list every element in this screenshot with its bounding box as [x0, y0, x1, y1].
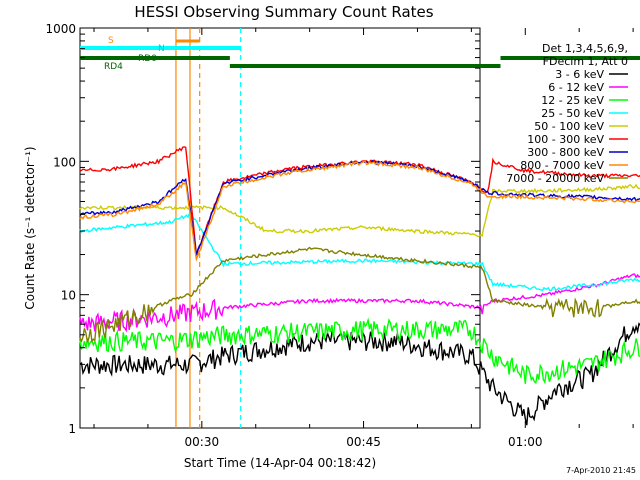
- series-line-8: [79, 246, 640, 344]
- series-line-6: [79, 159, 640, 256]
- flag-label-rd0: RD0: [138, 54, 157, 64]
- x-tick-label-1: 00:45: [346, 435, 381, 449]
- legend-label-0: 3 - 6 keV: [555, 68, 604, 81]
- flag-label-s: S: [108, 36, 114, 46]
- legend-label-3: 25 - 50 keV: [541, 107, 604, 120]
- chart-title: HESSI Observing Summary Count Rates: [134, 3, 433, 21]
- legend-label-5: 100 - 300 keV: [527, 133, 604, 146]
- series-line-4: [79, 183, 640, 238]
- legend-label-4: 50 - 100 keV: [534, 120, 604, 133]
- x-axis-label: Start Time (14-Apr-04 00:18:42): [184, 456, 376, 470]
- y-tick-label-0: 1: [68, 422, 76, 436]
- flag-label-n: N: [158, 44, 165, 54]
- series-line-2: [79, 317, 640, 385]
- legend-label-7: 800 - 7000 keV: [520, 159, 604, 172]
- legend-header-line-1: Det 1,3,4,5,6,9,: [542, 42, 628, 55]
- legend-label-8: 7000 - 20000 keV: [506, 172, 604, 185]
- series-line-7: [79, 160, 640, 262]
- series-line-3: [79, 212, 640, 292]
- series-line-0: [79, 322, 640, 426]
- legend: Det 1,3,4,5,6,9, FDecim 1, Att 0 3 - 6 k…: [506, 42, 628, 185]
- y-tick-label-3: 1000: [45, 22, 76, 36]
- x-tick-label-0: 00:30: [185, 435, 220, 449]
- series-layer: [79, 146, 640, 426]
- generation-timestamp: 7-Apr-2010 21:45: [566, 466, 636, 475]
- legend-header-line-2: FDecim 1, Att 0: [543, 55, 628, 68]
- y-axis-label: Count Rate (s⁻¹ detector⁻¹): [23, 146, 37, 309]
- flag-label-rd4: RD4: [104, 62, 123, 72]
- y-tick-label-1: 10: [61, 289, 76, 303]
- legend-label-6: 300 - 800 keV: [527, 146, 604, 159]
- series-line-5: [79, 146, 640, 256]
- series-line-1: [79, 273, 640, 333]
- legend-label-1: 6 - 12 keV: [548, 81, 604, 94]
- plot-frame: [79, 27, 481, 429]
- flag-bars: [80, 39, 640, 68]
- legend-label-2: 12 - 25 keV: [541, 94, 604, 107]
- x-tick-label-2: 01:00: [508, 435, 543, 449]
- y-tick-label-2: 100: [53, 155, 76, 169]
